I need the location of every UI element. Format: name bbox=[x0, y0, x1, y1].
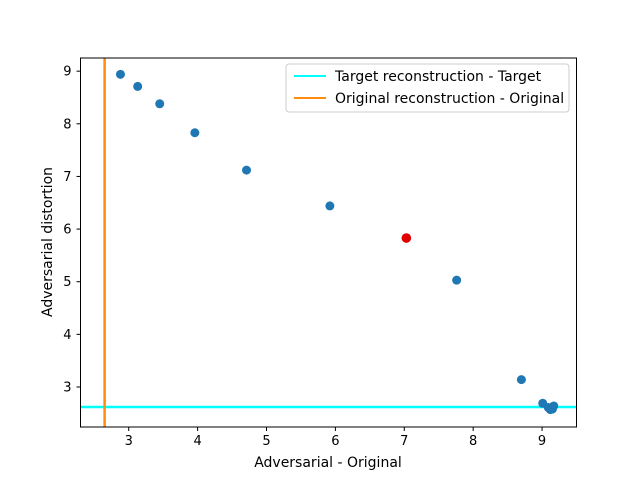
scatter-point bbox=[242, 165, 252, 175]
x-tick-label: 7 bbox=[400, 434, 408, 449]
axes-frame bbox=[80, 57, 577, 428]
scatter-point bbox=[549, 401, 559, 411]
scatter-point bbox=[133, 81, 143, 91]
x-tick-label: 6 bbox=[331, 434, 339, 449]
x-tick-label: 5 bbox=[262, 434, 270, 449]
x-axis-label: Adversarial - Original bbox=[254, 455, 402, 471]
scatter-point bbox=[325, 201, 335, 211]
y-tick-label: 9 bbox=[63, 65, 71, 80]
plot-area bbox=[80, 58, 577, 427]
x-tick-label: 3 bbox=[125, 434, 133, 449]
y-tick-label: 7 bbox=[63, 170, 71, 185]
x-tick-label: 4 bbox=[193, 434, 201, 449]
legend-box bbox=[285, 63, 570, 113]
scatter-point bbox=[115, 69, 125, 79]
legend-label-original: Original reconstruction - Original bbox=[335, 91, 564, 107]
legend: Target reconstruction - Target Original … bbox=[285, 63, 570, 113]
scatter-point bbox=[452, 275, 462, 285]
legend-label-target: Target reconstruction - Target bbox=[334, 69, 542, 85]
y-tick-label: 5 bbox=[63, 275, 71, 290]
highlighted-point bbox=[401, 233, 412, 243]
y-tick-label: 6 bbox=[63, 223, 71, 238]
scatter-point bbox=[155, 99, 165, 109]
y-axis-label: Adversarial distortion bbox=[40, 167, 56, 317]
y-tick-label: 4 bbox=[63, 328, 71, 343]
y-tick-label: 3 bbox=[63, 380, 71, 395]
y-tick-label: 8 bbox=[63, 117, 71, 132]
x-tick-label: 9 bbox=[538, 434, 546, 449]
y-axis: 3 4 5 6 7 8 9 bbox=[63, 65, 81, 395]
scatter-point bbox=[516, 375, 526, 385]
scatter-point bbox=[190, 128, 200, 138]
x-axis: 3 4 5 6 7 8 9 bbox=[125, 427, 546, 449]
x-tick-label: 8 bbox=[469, 434, 477, 449]
